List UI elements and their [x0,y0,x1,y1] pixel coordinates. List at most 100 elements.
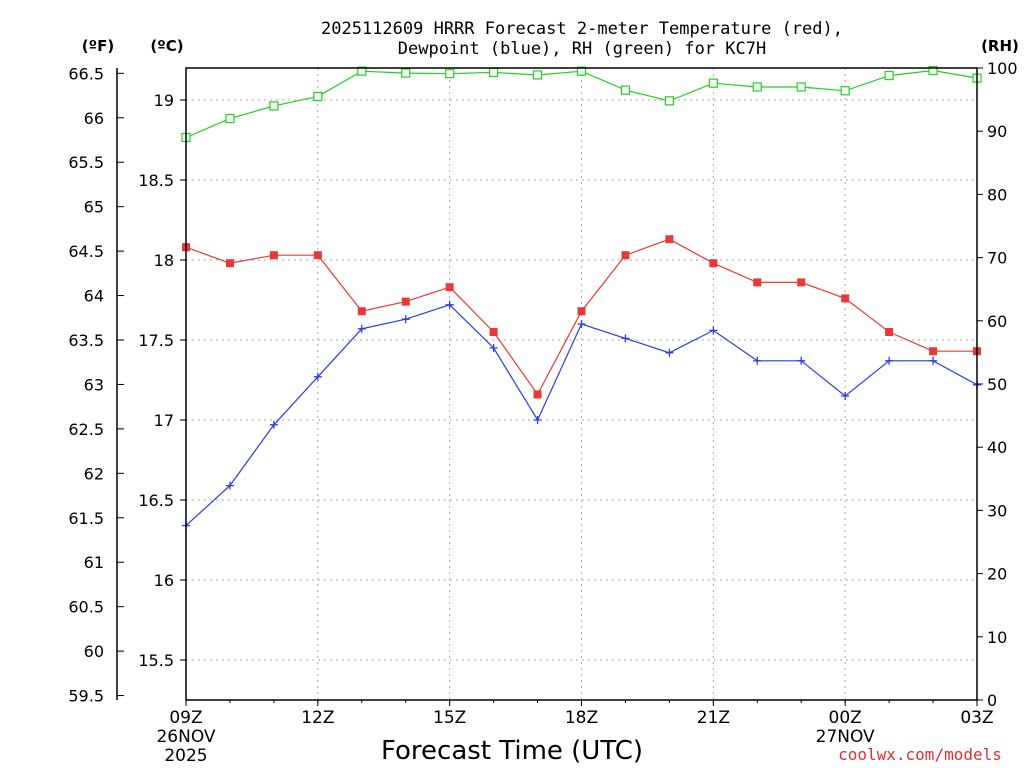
rh-tick-label-5: 50 [987,375,1007,394]
temperature-point-17 [929,347,938,356]
fahrenheit-tick-label-14: 66.5 [68,64,104,83]
x-axis-title: Forecast Time (UTC) [381,736,643,766]
temperature-point-10 [621,251,630,260]
dewpoint-line [185,304,978,527]
rh-point-10 [620,85,631,95]
time-tick-label-4: 21Z [697,708,730,728]
time-tick-label-6: 03Z [960,708,993,728]
temperature-point-13 [753,278,762,287]
temperature-point-16 [885,328,894,336]
rh-point-12 [708,78,718,88]
fahrenheit-tick-label-12: 65.5 [68,153,104,172]
rh-point-16 [884,70,894,81]
plot-frame [185,67,978,701]
time-tick-label-2: 15Z [433,708,466,728]
rh-point-8 [532,70,543,80]
fahrenheit-tick-label-1: 60 [84,642,104,661]
rh-tick-label-3: 30 [987,501,1007,520]
rh-tick-label-7: 70 [987,249,1007,268]
series-layer [181,65,982,530]
rh-tick-label-8: 80 [987,185,1007,204]
credit-label: coolwx.com/models [838,745,1002,764]
temperature-point-8 [533,390,542,399]
celsius-tick-label-5: 18 [154,251,174,270]
rh-tick-label-6: 60 [987,312,1007,331]
temperature-point-2 [269,251,278,260]
temperature-point-4 [357,307,366,316]
temperature-point-11 [665,235,674,244]
time-tick-label-1: 12Z [301,708,334,728]
fahrenheit-tick-label-6: 62.5 [68,420,104,439]
fahrenheit-tick-label-10: 64.5 [68,242,104,261]
rh-tick-label-1: 10 [987,628,1007,647]
dewpoint-point-15 [841,392,850,400]
chart-title-line1: 2025112609 HRRR Forecast 2-meter Tempera… [321,19,843,39]
celsius-axis: 15.5 16 16.5 17 17.5 18 18.5 19 [138,91,186,670]
celsius-tick-label-2: 16.5 [138,491,174,510]
temperature-point-3 [313,251,322,260]
dewpoint-point-8 [533,416,542,424]
time-tick-date-0: 26NOV [156,727,215,747]
fahrenheit-tick-label-2: 60.5 [68,598,104,617]
rh-tick-label-4: 40 [987,438,1007,457]
series-rh [181,65,982,143]
rh-point-11 [664,96,674,106]
rh-point-15 [840,86,850,96]
fahrenheit-tick-label-13: 66 [84,109,104,128]
dewpoint-point-13 [753,356,762,365]
dewpoint-point-9 [577,320,586,328]
celsius-tick-label-3: 17 [154,411,174,430]
celsius-tick-label-6: 18.5 [138,171,174,190]
temperature-point-12 [709,259,718,268]
temperature-point-5 [401,297,410,306]
rh-point-14 [796,82,806,92]
rh-tick-label-2: 20 [987,565,1007,584]
fahrenheit-tick-label-11: 65 [84,198,104,217]
fahrenheit-tick-label-8: 63.5 [68,331,104,350]
dewpoint-point-6 [445,300,454,309]
dewpoint-point-5 [401,315,410,324]
dewpoint-point-11 [665,348,674,357]
dewpoint-point-4 [357,324,366,333]
celsius-tick-label-1: 16 [154,571,174,590]
temperature-point-1 [225,259,234,268]
time-tick-year-0: 2025 [164,746,207,766]
dewpoint-point-2 [269,420,278,429]
fahrenheit-unit-label: (ºF) [82,37,114,55]
fahrenheit-tick-label-0: 59.5 [68,687,104,706]
temperature-point-9 [577,307,586,316]
celsius-tick-label-4: 17.5 [138,331,174,350]
dewpoint-point-7 [489,344,498,352]
fahrenheit-tick-label-4: 61.5 [68,509,104,528]
rh-tick-label-0: 0 [987,691,997,710]
fahrenheit-axis: 59.5 60 60.5 61 61.5 62 62.5 63 63.5 64 64.5 65 65.5… [68,64,124,706]
time-tick-date-5: 27NOV [816,727,875,747]
rh-tick-label-10: 100 [987,59,1018,78]
temperature-point-14 [797,278,806,287]
celsius-unit-label: (ºC) [150,37,183,55]
temperature-point-15 [841,294,850,303]
dewpoint-point-14 [797,356,806,365]
rh-point-7 [489,67,499,78]
dewpoint-point-1 [225,481,234,490]
rh-tick-label-9: 90 [987,122,1007,141]
rh-point-6 [445,69,455,79]
dewpoint-point-16 [885,356,894,365]
dewpoint-point-3 [313,372,322,381]
chart-title-line2: Dewpoint (blue), RH (green) for KC7H [398,39,766,59]
temperature-point-7 [489,328,498,336]
rh-point-1 [225,113,235,124]
time-tick-label-3: 18Z [565,708,598,728]
celsius-tick-label-7: 19 [154,91,174,110]
dewpoint-point-17 [929,356,938,365]
rh-point-17 [928,65,938,76]
dewpoint-point-12 [709,326,718,335]
time-tick-label-0: 09Z [169,708,202,728]
temperature-line [185,238,977,396]
rh-point-4 [357,66,367,76]
fahrenheit-tick-label-3: 61 [84,553,104,572]
gridlines [186,68,977,700]
celsius-tick-label-0: 15.5 [138,651,174,670]
